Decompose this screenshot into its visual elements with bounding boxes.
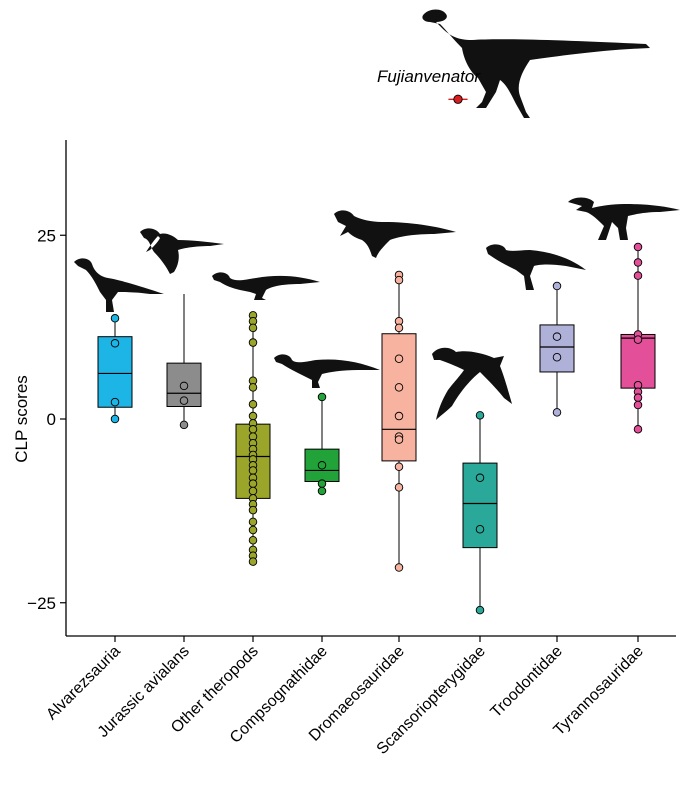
- boxes: [97, 247, 656, 611]
- data-point: [394, 563, 404, 572]
- data-point: [394, 435, 404, 444]
- data-point: [633, 242, 643, 252]
- data-point: [552, 408, 562, 417]
- data-point: [394, 483, 404, 492]
- data-point: [317, 479, 327, 488]
- points: [110, 242, 643, 615]
- y-axis-title: CLP scores: [12, 375, 31, 463]
- data-point: [317, 392, 327, 402]
- data-point: [110, 314, 120, 323]
- data-point: [248, 479, 258, 488]
- y-tick-label: 25: [37, 226, 56, 245]
- y-tick-label: 0: [47, 410, 56, 429]
- data-point: [248, 383, 258, 392]
- data-point: [179, 396, 189, 405]
- data-point: [317, 461, 327, 470]
- fujianvenator-silhouette-icon: [422, 9, 650, 118]
- data-point: [248, 338, 258, 347]
- data-point: [552, 332, 562, 341]
- category-label: Tyrannosauridae: [551, 643, 647, 739]
- y-tick-label: −25: [27, 594, 56, 613]
- data-point: [633, 258, 643, 267]
- fujianvenator-point: [453, 94, 463, 104]
- data-point: [394, 411, 404, 421]
- data-point: [552, 281, 562, 291]
- data-point: [394, 323, 404, 333]
- data-point: [248, 323, 258, 333]
- box-troodontidae: [539, 324, 575, 373]
- data-point: [248, 525, 258, 535]
- silhouettes: [74, 9, 680, 420]
- data-point: [475, 525, 485, 534]
- data-point: [248, 486, 258, 496]
- data-point: [179, 420, 189, 430]
- data-point: [317, 486, 327, 496]
- axes: −25 0 25 CLP scores: [12, 140, 676, 642]
- data-point: [633, 400, 643, 410]
- tyrannosaurid-silhouette-icon: [568, 197, 680, 240]
- category-label: Troodontidae: [488, 643, 566, 721]
- dromaeosaurid-silhouette-icon: [334, 210, 456, 258]
- compsognathid-silhouette-icon: [274, 354, 380, 388]
- other-theropod-silhouette-icon: [212, 272, 320, 300]
- scansoriopterygid-silhouette-icon: [432, 347, 512, 420]
- jurassic-avialan-silhouette-icon: [140, 228, 224, 274]
- data-point: [248, 425, 258, 434]
- data-point: [248, 557, 258, 566]
- data-point: [475, 473, 485, 483]
- data-point: [475, 411, 485, 420]
- data-point: [552, 353, 562, 362]
- data-point: [110, 339, 120, 348]
- troodontid-silhouette-icon: [486, 244, 586, 290]
- data-point: [475, 605, 485, 615]
- data-point: [394, 354, 404, 363]
- data-point: [394, 275, 404, 285]
- data-point: [248, 400, 258, 409]
- data-point: [633, 271, 643, 280]
- data-point: [633, 335, 643, 344]
- data-point: [633, 425, 643, 434]
- data-point: [248, 466, 258, 475]
- data-point: [394, 383, 404, 392]
- data-point: [248, 517, 258, 527]
- alvarezsauria-silhouette-icon: [74, 258, 164, 312]
- data-point: [179, 381, 189, 391]
- data-point: [110, 414, 120, 424]
- data-point: [394, 462, 404, 472]
- data-point: [633, 393, 643, 402]
- box-alvarezsauria: [97, 336, 133, 408]
- data-point: [248, 411, 258, 421]
- fujianvenator-label: Fujianvenator: [377, 67, 481, 86]
- data-point: [248, 505, 258, 515]
- fujianvenator-annotation: Fujianvenator: [377, 67, 481, 104]
- data-point: [110, 397, 120, 407]
- data-point: [248, 536, 258, 545]
